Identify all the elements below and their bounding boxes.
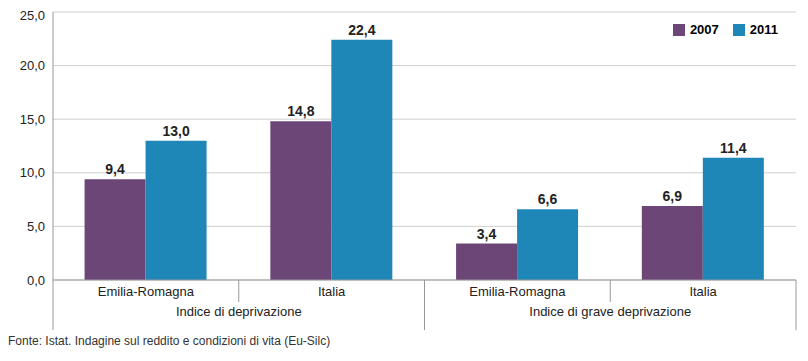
svg-text:5,0: 5,0 (27, 219, 45, 234)
html-text:2011: 2011 (749, 22, 778, 37)
svg-text:3,4: 3,4 (477, 226, 497, 242)
svg-text:25,0: 25,0 (20, 8, 45, 23)
svg-text:13,0: 13,0 (162, 123, 189, 139)
html-text:Fonte: Istat. Indagine sul red: Fonte: Istat. Indagine sul reddito e con… (8, 334, 331, 348)
svg-text:6,6: 6,6 (538, 191, 558, 207)
svg-text:14,8: 14,8 (287, 103, 314, 119)
svg-text:15,0: 15,0 (20, 112, 45, 127)
svg-text:Indice di deprivazione: Indice di deprivazione (176, 304, 302, 319)
svg-text:Italia: Italia (318, 284, 346, 299)
svg-text:9,4: 9,4 (105, 161, 125, 177)
svg-text:Indice di grave deprivazione: Indice di grave deprivazione (529, 304, 691, 319)
svg-text:0,0: 0,0 (27, 273, 45, 288)
svg-text:20,0: 20,0 (20, 58, 45, 73)
html-text:2007: 2007 (689, 22, 719, 37)
svg-text:10,0: 10,0 (20, 165, 45, 180)
svg-text:11,4: 11,4 (720, 140, 747, 156)
svg-text:22,4: 22,4 (348, 22, 375, 38)
svg-text:Emilia-Romagna: Emilia-Romagna (469, 284, 566, 299)
svg-text:6,9: 6,9 (663, 188, 683, 204)
svg-text:Italia: Italia (689, 284, 717, 299)
svg-text:Emilia-Romagna: Emilia-Romagna (98, 284, 195, 299)
